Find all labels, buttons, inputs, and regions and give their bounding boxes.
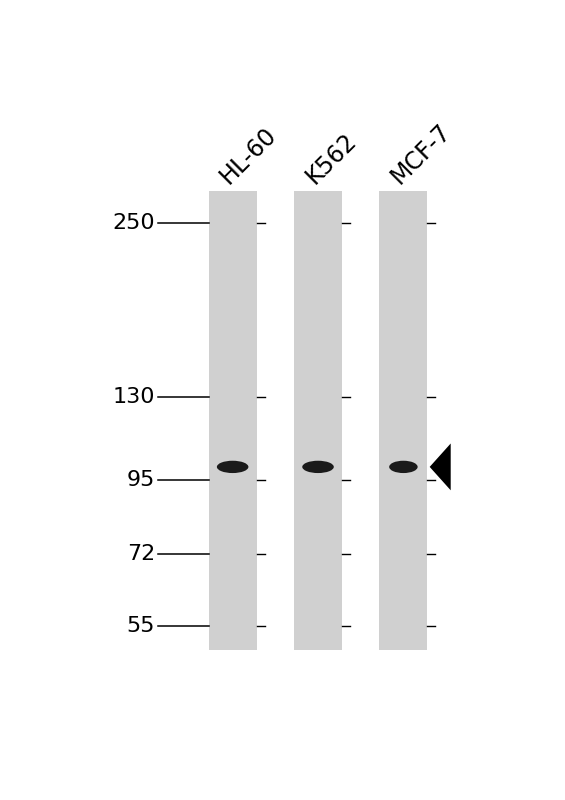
Text: 72: 72 [127,544,155,564]
Ellipse shape [217,461,249,473]
Text: 55: 55 [127,616,155,636]
Bar [379,191,428,650]
Text: 250: 250 [112,214,155,234]
Text: 95: 95 [127,470,155,490]
Ellipse shape [389,461,418,473]
Text: 130: 130 [112,387,155,407]
Polygon shape [429,443,451,490]
Text: K562: K562 [301,128,361,188]
Ellipse shape [302,461,334,473]
Bar [294,191,342,650]
Bar [208,191,257,650]
Text: HL-60: HL-60 [216,122,281,188]
Text: MCF-7: MCF-7 [386,119,456,188]
